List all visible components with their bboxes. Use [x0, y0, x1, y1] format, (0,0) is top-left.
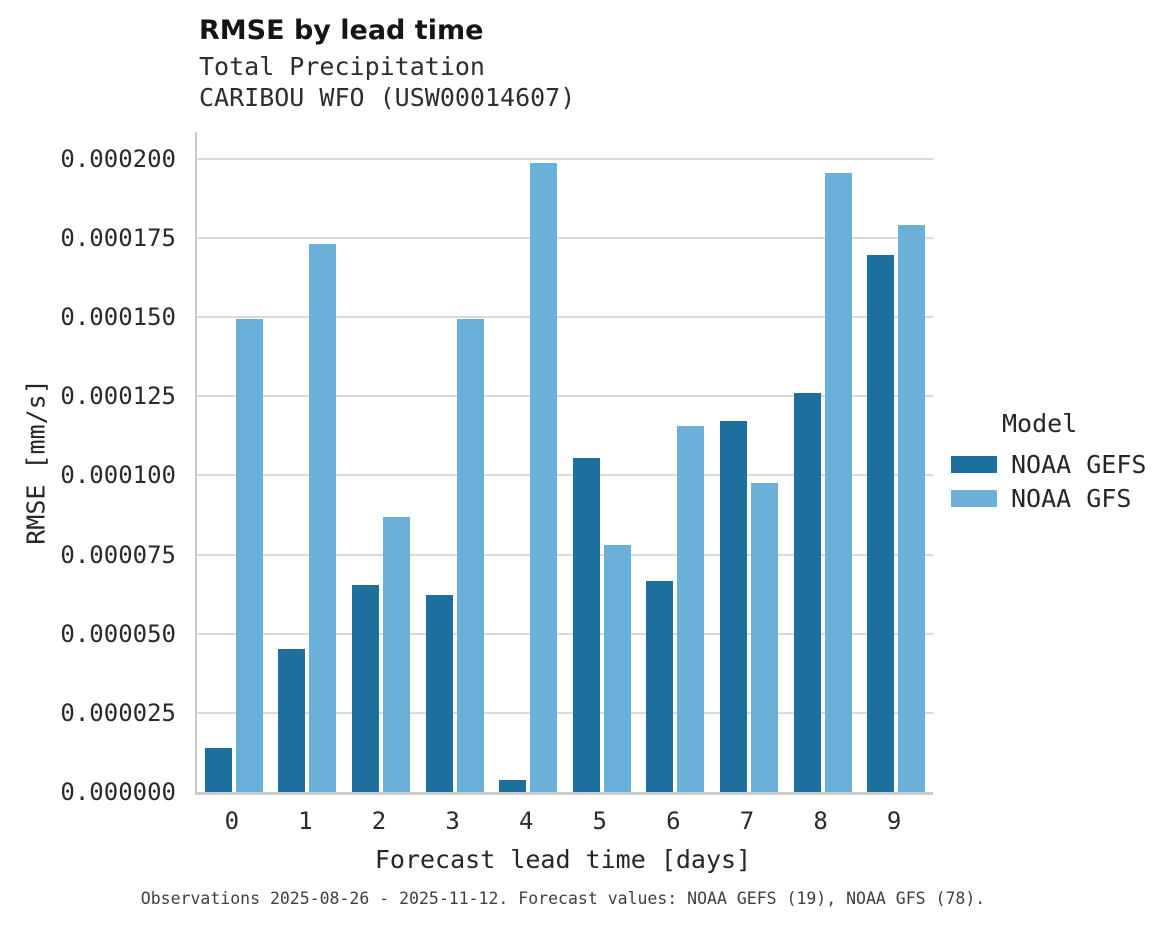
- x-tick-label-1: 1: [298, 807, 313, 835]
- bar-noaa-gfs-lead-2: [382, 516, 410, 792]
- x-tick-label-6: 6: [666, 807, 681, 835]
- y-tick-label: 0.000150: [60, 303, 176, 332]
- bar-noaa-gefs-lead-5: [572, 458, 600, 792]
- chart-subtitle-variable: Total Precipitation: [199, 52, 485, 81]
- legend: Model NOAA GEFS NOAA GFS: [951, 409, 1166, 513]
- y-tick-label: 0.000000: [60, 778, 176, 806]
- bar-group-9: [859, 132, 933, 792]
- bar-group-3: [418, 132, 492, 792]
- bar-noaa-gefs-lead-3: [425, 595, 453, 792]
- bar-noaa-gfs-lead-0: [235, 319, 263, 792]
- legend-entry-noaa-gfs: NOAA GFS: [951, 483, 1166, 513]
- gridline-0.000200: [197, 157, 933, 160]
- y-tick-label: 0.000050: [60, 619, 176, 648]
- bar-noaa-gfs-lead-7: [750, 483, 778, 792]
- gridline-0.000150: [197, 316, 933, 319]
- y-tick-label: 0.000025: [60, 698, 176, 727]
- bar-noaa-gfs-lead-5: [603, 544, 631, 792]
- bar-noaa-gfs-lead-1: [309, 244, 337, 792]
- bar-noaa-gfs-lead-4: [530, 162, 558, 792]
- y-tick-label: 0.000100: [60, 461, 176, 490]
- bar-group-6: [639, 132, 713, 792]
- bar-noaa-gefs-lead-4: [499, 779, 527, 792]
- y-tick-label: 0.000125: [60, 382, 176, 411]
- x-axis-spine: [195, 792, 933, 795]
- bar-noaa-gefs-lead-7: [719, 420, 747, 792]
- x-tick-label-2: 2: [371, 807, 387, 835]
- x-tick-label-0: 0: [224, 807, 240, 835]
- y-tick-label: 0.000175: [60, 224, 176, 253]
- bar-group-1: [271, 132, 345, 792]
- y-axis-tick-labels: 0.000000 0.000025 0.000050 0.000075 0.000100…: [0, 132, 176, 806]
- legend-entry-noaa-gefs: NOAA GEFS: [951, 449, 1166, 479]
- legend-swatch: [951, 489, 997, 507]
- y-tick-label: 0.000075: [60, 540, 176, 569]
- bar-group-8: [786, 132, 860, 792]
- gridline-0.000050: [197, 632, 933, 635]
- bar-noaa-gefs-lead-0: [204, 748, 232, 792]
- x-tick-label-7: 7: [739, 807, 755, 835]
- x-tick-label-4: 4: [518, 807, 534, 835]
- bar-group-5: [565, 132, 639, 792]
- legend-title: Model: [1002, 409, 1078, 438]
- bar-group-2: [344, 132, 418, 792]
- legend-label: NOAA GFS: [1011, 483, 1132, 513]
- bar-noaa-gefs-lead-2: [351, 584, 379, 792]
- caption: Observations 2025-08-26 - 2025-11-12. Fo…: [140, 889, 986, 908]
- bar-noaa-gefs-lead-8: [793, 393, 821, 792]
- bar-noaa-gfs-lead-8: [824, 172, 852, 792]
- x-axis-tick-labels: 0 1 2 3 4 5 6 7 8 9: [195, 806, 931, 836]
- gridline-0.000125: [197, 395, 933, 398]
- bar-group-4: [491, 132, 565, 792]
- x-tick-label-9: 9: [886, 807, 902, 835]
- gridline-0.000025: [197, 711, 933, 714]
- chart-subtitle-station: CARIBOU WFO (USW00014607): [199, 83, 576, 112]
- legend-swatch: [951, 455, 997, 473]
- bar-noaa-gfs-lead-6: [677, 425, 705, 792]
- legend-label: NOAA GEFS: [1011, 449, 1147, 479]
- gridline-0.000175: [197, 237, 933, 240]
- legend-entries: NOAA GEFS NOAA GFS: [951, 449, 1166, 513]
- bar-group-7: [712, 132, 786, 792]
- x-tick-label-5: 5: [592, 807, 607, 835]
- gridline-0.000075: [197, 553, 933, 556]
- bar-noaa-gfs-lead-3: [456, 318, 484, 792]
- plot-area: [195, 132, 933, 795]
- bars-container: [197, 132, 933, 792]
- x-tick-label-8: 8: [813, 807, 828, 835]
- bar-noaa-gfs-lead-9: [898, 225, 926, 792]
- x-tick-label-3: 3: [445, 807, 460, 835]
- bar-noaa-gefs-lead-1: [278, 648, 306, 792]
- bar-noaa-gefs-lead-9: [867, 254, 895, 792]
- gridline-0.000100: [197, 474, 933, 477]
- x-axis-title: Forecast lead time [days]: [374, 845, 752, 874]
- chart-title: RMSE by lead time: [199, 15, 484, 46]
- bar-noaa-gefs-lead-6: [646, 581, 674, 792]
- bar-group-0: [197, 132, 271, 792]
- y-tick-label: 0.000200: [60, 144, 176, 173]
